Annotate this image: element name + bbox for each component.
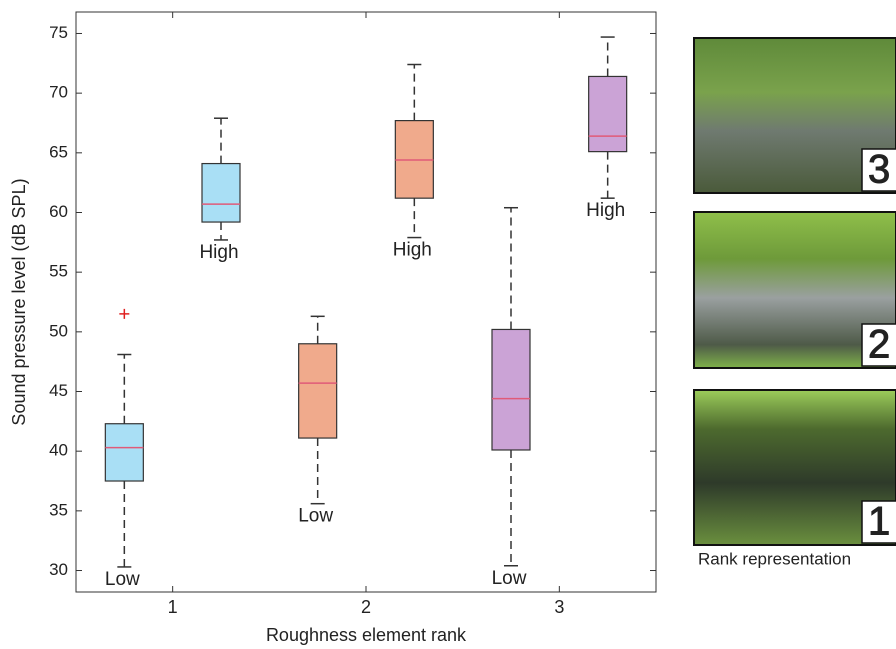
y-tick-label: 30 [49, 560, 68, 579]
box [588, 75, 628, 153]
box [201, 162, 241, 223]
box-label: Low [105, 569, 140, 590]
x-tick-label: 1 [168, 597, 178, 617]
y-tick-label: 35 [49, 500, 68, 519]
box-label: High [199, 242, 238, 263]
rank-badge [861, 323, 896, 367]
y-tick-label: 65 [49, 142, 68, 161]
y-tick-label: 70 [49, 83, 68, 102]
y-axis-label: Sound pressure level (dB SPL) [9, 178, 29, 425]
x-axis-label: Roughness element rank [266, 625, 467, 645]
box [491, 328, 531, 451]
y-tick-label: 40 [49, 441, 68, 460]
box-label: Low [298, 506, 333, 527]
box-label: Low [492, 568, 527, 589]
box-label: High [586, 200, 625, 221]
panel-caption: Rank representation [698, 549, 851, 568]
outlier [119, 308, 130, 319]
x-tick-label: 3 [554, 597, 564, 617]
y-tick-label: 75 [49, 23, 68, 42]
box-label: High [393, 240, 432, 261]
x-tick-label: 2 [361, 597, 371, 617]
rank-badge-number: 3 [868, 148, 890, 192]
rank-badge-number: 1 [868, 500, 890, 544]
y-tick-label: 60 [49, 202, 68, 221]
plot-frame [75, 11, 657, 593]
box [298, 343, 338, 439]
box [104, 423, 144, 482]
y-tick-label: 55 [49, 262, 68, 281]
y-tick-label: 50 [49, 321, 68, 340]
rank-badge [861, 148, 896, 192]
y-tick-label: 45 [49, 381, 68, 400]
rank-badge [861, 500, 896, 544]
rank-badge-number: 2 [868, 323, 890, 367]
